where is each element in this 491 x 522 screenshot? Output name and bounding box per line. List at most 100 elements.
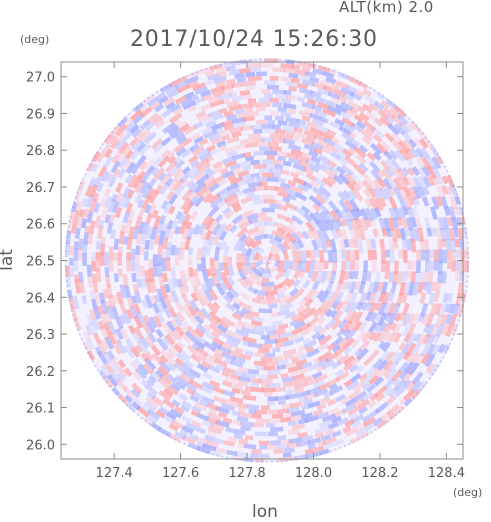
radar-cell [406, 271, 412, 280]
radar-cell [174, 159, 185, 170]
radar-cell [277, 308, 291, 317]
radar-cell [190, 409, 200, 418]
radar-cell [196, 363, 209, 373]
radar-cell [257, 374, 267, 380]
radar-cell [380, 260, 386, 273]
radar-cell [279, 302, 294, 312]
radar-cell [275, 342, 284, 348]
radar-cell [277, 177, 287, 184]
radar-cell [175, 352, 186, 363]
radar-cell [147, 178, 157, 190]
radar-cell [110, 138, 121, 150]
radar-cell [224, 159, 238, 169]
radar-cell [104, 267, 110, 277]
radar-cell [300, 151, 315, 161]
radar-cell [122, 210, 131, 224]
radar-cell [444, 303, 451, 314]
radar-cell [232, 302, 241, 310]
radar-cell [226, 100, 240, 108]
radar-cell [138, 143, 152, 157]
radar-cell [117, 246, 123, 256]
radar-cell [397, 196, 407, 209]
radar-cell [202, 371, 213, 380]
radar-cell [104, 363, 115, 375]
radar-cell [221, 134, 230, 142]
radar-cell [237, 375, 252, 383]
radar-cell [274, 199, 284, 206]
radar-cell [326, 398, 337, 407]
radar-cell [296, 249, 303, 264]
radar-cell [316, 138, 329, 149]
radar-cell [343, 355, 356, 367]
radar-cell [294, 191, 308, 202]
radar-cell [358, 406, 368, 415]
radar-cell [189, 273, 197, 288]
radar-cell [266, 260, 272, 263]
radar-cell [306, 121, 318, 129]
radar-cell [364, 366, 376, 377]
radar-cell [383, 385, 394, 396]
radar-cell [402, 206, 410, 216]
radar-cell [112, 294, 120, 305]
radar-cell [201, 443, 217, 452]
radar-cell [281, 240, 291, 251]
radar-cell [277, 107, 288, 113]
radar-cell [194, 339, 206, 350]
radar-cell [204, 229, 213, 241]
radar-cell [189, 210, 199, 221]
radar-cell [269, 75, 279, 81]
radar-cell [117, 116, 129, 128]
radar-cell [124, 284, 132, 299]
radar-cell [264, 150, 278, 156]
radar-cell [338, 238, 346, 251]
radar-cell [261, 286, 273, 292]
radar-cell [349, 260, 355, 271]
radar-cell [213, 386, 225, 395]
radar-cell [206, 268, 212, 277]
radar-cell [283, 225, 294, 235]
radar-cell [304, 415, 319, 424]
radar-cell [114, 207, 123, 219]
radar-cell [253, 288, 267, 296]
radar-cell [348, 270, 355, 280]
radar-cell [441, 185, 449, 195]
radar-cell [213, 113, 224, 121]
radar-cell [234, 143, 248, 151]
radar-cell [405, 216, 414, 231]
radar-cell [304, 448, 314, 455]
radar-cell [343, 337, 355, 349]
radar-cell [325, 270, 333, 282]
radar-cell [246, 226, 259, 236]
x-axis-label: lon [252, 502, 278, 522]
radar-cell [161, 257, 167, 272]
radar-cell [423, 323, 431, 334]
radar-cell [331, 429, 342, 438]
radar-cell [364, 291, 372, 302]
radar-cell [316, 333, 327, 342]
radar-cell [301, 101, 315, 110]
radar-cell [345, 281, 353, 291]
y-tick-label: 27.0 [26, 71, 55, 86]
radar-cell [187, 164, 200, 177]
radar-cell [250, 272, 261, 282]
radar-cell [272, 67, 286, 73]
radar-cell [218, 411, 228, 418]
radar-cell [178, 393, 188, 402]
radar-cell [431, 196, 440, 210]
radar-cell [388, 312, 397, 326]
radar-cell [118, 157, 129, 169]
radar-cell [139, 172, 150, 185]
radar-cell [162, 122, 177, 134]
radar-cell [286, 406, 300, 413]
radar-cell [274, 115, 285, 121]
y-tick-label: 26.4 [26, 291, 55, 306]
radar-cell [208, 408, 218, 415]
radar-cell [451, 260, 456, 272]
radar-cell [258, 378, 273, 384]
radar-cell [412, 312, 421, 325]
radar-cell [214, 357, 229, 368]
radar-cell [453, 227, 459, 238]
radar-cell [196, 412, 210, 422]
radar-cell [325, 407, 340, 417]
radar-cell [253, 220, 268, 228]
